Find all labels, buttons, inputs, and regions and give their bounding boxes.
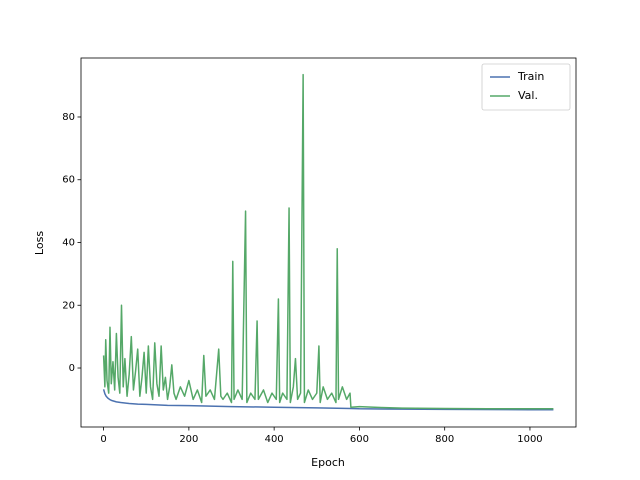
x-tick-label: 400 — [265, 434, 284, 445]
legend-label: Val. — [518, 89, 538, 102]
x-tick-label: 0 — [100, 434, 106, 445]
x-tick-label: 1000 — [517, 434, 542, 445]
x-tick-label: 800 — [435, 434, 454, 445]
y-tick-label: 60 — [62, 175, 75, 186]
legend-box — [481, 63, 571, 111]
x-tick-label: 600 — [350, 434, 369, 445]
y-tick-label: 40 — [62, 238, 75, 249]
legend-label: Train — [517, 70, 544, 83]
y-tick-label: 0 — [69, 363, 75, 374]
y-tick-label: 20 — [62, 300, 75, 311]
series-line — [102, 73, 554, 410]
y-tick-label: 80 — [62, 112, 75, 123]
x-axis-label: Epoch — [311, 456, 345, 469]
y-axis-label: Loss — [33, 231, 46, 255]
series-line — [102, 389, 554, 411]
x-tick-label: 200 — [179, 434, 198, 445]
